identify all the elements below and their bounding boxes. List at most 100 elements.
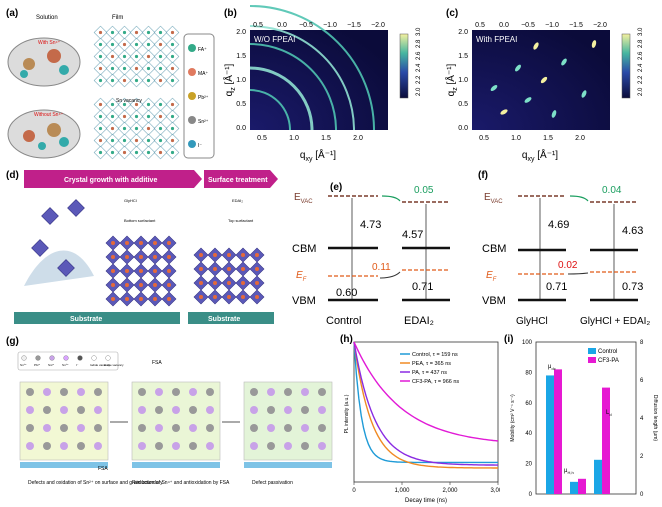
bars: [546, 369, 610, 494]
film-atom: [98, 42, 103, 47]
cation: [213, 295, 217, 299]
panel-g: (g) Sn⁴⁺ Pb²⁺ Sn²⁺ Sn⁴⁺ I⁻ Iodide vacancy A-si…: [4, 332, 340, 506]
step3-caption: Defect passivation: [252, 480, 293, 486]
film-atom: [98, 66, 103, 71]
legend-text: Iodide vacancy: [90, 363, 111, 367]
cation: [167, 255, 171, 259]
film-atom: [98, 54, 103, 59]
film-atom: [134, 114, 139, 119]
top-tick: −1.5: [347, 22, 361, 29]
film-octahedron: [93, 25, 108, 40]
xlabel-h: Decay time (ns): [405, 498, 447, 504]
lattice-atom: [318, 442, 326, 450]
panel-b: (b) W/O FPEAI 3.0 2.8 2.6 2.4 2.2 2.0 0.5 0.0 −…: [222, 4, 438, 164]
film-atom: [110, 30, 115, 35]
without-sn-label: Without Sn⁴⁺: [34, 112, 64, 118]
x-axis-symbol: q: [300, 150, 306, 161]
diffraction-spot: [500, 109, 508, 115]
top-tick: 0.5: [475, 22, 485, 29]
film-octahedron: [105, 25, 120, 40]
film-octahedron: [153, 49, 168, 64]
cation: [111, 255, 115, 259]
film-atom: [98, 150, 103, 155]
diffraction-spot: [524, 97, 532, 103]
legend-text: CF3-PA, τ = 966 ns: [412, 379, 459, 385]
film-octahedron: [117, 61, 132, 76]
substrate-right: [188, 312, 274, 324]
colorbar-tick: 2.4: [416, 63, 422, 72]
film-octahedron: [105, 121, 120, 136]
film-octahedron: [129, 49, 144, 64]
film-atom: [122, 150, 127, 155]
legend-text: PA, τ = 437 ns: [412, 370, 447, 376]
panel-a-legend-box: [183, 33, 215, 159]
x-axis-label: qxy [Å⁻¹]: [300, 148, 336, 163]
passivation-steps: [19, 381, 333, 468]
lattice-atom: [94, 388, 102, 396]
legend-swatch: [188, 140, 196, 148]
film-octahedron: [105, 109, 120, 124]
bottom-tick: 1.5: [321, 135, 331, 142]
cation: [167, 297, 171, 301]
film-atom: [122, 102, 127, 107]
film-octahedron: [129, 133, 144, 148]
film-atom: [146, 114, 151, 119]
colorbar-tick: 2.0: [638, 87, 644, 96]
ld-label: Ld: [606, 410, 612, 417]
film-atom: [122, 66, 127, 71]
ef-label-e: EF: [296, 270, 307, 283]
inset-label-c: With FPEAI: [476, 35, 517, 44]
diffraction-ring: [249, 43, 337, 131]
bottom-tick: 1.0: [511, 135, 521, 142]
lattice-atom: [77, 442, 85, 450]
film-octahedron: [141, 25, 156, 40]
diffraction-ring: [249, 25, 355, 131]
film-atom: [146, 66, 151, 71]
film-octahedron: [141, 121, 156, 136]
cation: [111, 283, 115, 287]
film-atom: [110, 102, 115, 107]
y-tick: 2.0: [458, 29, 468, 36]
panel-i: (i) 0 20 40 60 80 100 0 2 4 6 8 Control CF3-PA μdc …: [502, 330, 660, 506]
y-axis-sub: z: [230, 87, 237, 91]
lattice-atom: [301, 388, 309, 396]
lattice-atom: [155, 442, 163, 450]
film-octahedron: [93, 133, 108, 148]
lattice-atom: [250, 406, 258, 414]
colorbar-tick: 2.6: [416, 51, 422, 60]
lattice-atom: [267, 388, 275, 396]
film-octahedron: [117, 25, 132, 40]
film-atom: [170, 150, 175, 155]
cation: [125, 283, 129, 287]
film-octahedron: [93, 49, 108, 64]
lattice-atom: [43, 406, 51, 414]
film-octahedron: [93, 97, 108, 112]
lattice-atom: [250, 424, 258, 432]
edai-label: EDAI₂: [232, 198, 243, 203]
left-tick: 100: [522, 340, 533, 346]
legend-text: A-site vacancy: [104, 363, 124, 367]
panel-g-figure: (g) Sn⁴⁺ Pb²⁺ Sn²⁺ Sn⁴⁺ I⁻ Iodide vacancyA-si…: [6, 336, 333, 486]
left-tick: 60: [525, 401, 532, 407]
legend-text: Sn⁴⁺: [20, 363, 27, 367]
film-atom: [146, 150, 151, 155]
cation: [241, 281, 245, 285]
panel-h: (h) Control, τ = 159 ns PEA, τ = 365 ns PA…: [338, 330, 500, 506]
cation: [255, 295, 259, 299]
film-octahedron: [153, 133, 168, 148]
lattice-atom: [43, 442, 51, 450]
cation: [153, 255, 157, 259]
film-atom: [146, 102, 151, 107]
film-octahedron: [141, 97, 156, 112]
film-atom: [110, 54, 115, 59]
film-atom: [146, 42, 151, 47]
film-octahedron: [153, 97, 168, 112]
film-atom: [122, 54, 127, 59]
cation: [153, 269, 157, 273]
diffraction-spot: [551, 110, 557, 118]
x-axis-symbol: q: [522, 150, 528, 161]
right-tick: 4: [640, 416, 644, 422]
cation: [255, 267, 259, 271]
left-tick: 40: [525, 431, 532, 437]
film-atom: [110, 66, 115, 71]
